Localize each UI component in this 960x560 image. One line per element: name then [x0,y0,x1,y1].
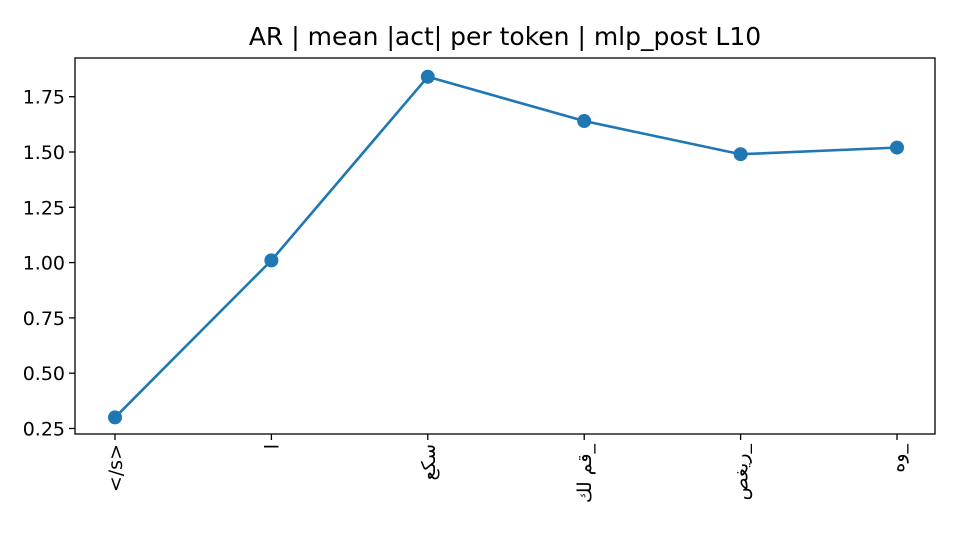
y-axis: 0.25 0.50 0.75 1.00 1.25 1.50 1.75 [23,87,75,440]
y-tick-label: 1.50 [23,142,65,164]
data-point [733,147,748,162]
y-tick-label: 1.00 [23,253,65,275]
y-tick-label: 1.25 [23,197,65,219]
data-point [577,114,592,129]
x-tick-label: وه_ [887,444,909,473]
y-tick-label: 1.75 [23,87,65,109]
data-point [108,410,122,425]
x-tick-label: قم لك_ [574,444,596,504]
data-point [264,253,279,268]
x-tick-label: </s> [105,444,127,492]
x-tick-label: ا [261,444,283,449]
y-tick-label: 0.75 [23,308,65,330]
y-tick-label: 0.25 [23,418,65,440]
x-tick-label: ريغص_ [731,444,753,501]
y-tick-label: 0.50 [23,363,65,385]
series-line [113,75,899,419]
x-tick-label: سكع [418,444,440,481]
data-point [890,140,904,155]
plot-area [108,69,904,425]
chart-title: AR | mean |act| per token | mlp_post L10 [249,22,761,51]
plot-frame [74,57,936,435]
data-point [420,69,435,84]
x-axis: </s> ا سكع قم لك_ ريغص_ وه_ [105,434,909,503]
